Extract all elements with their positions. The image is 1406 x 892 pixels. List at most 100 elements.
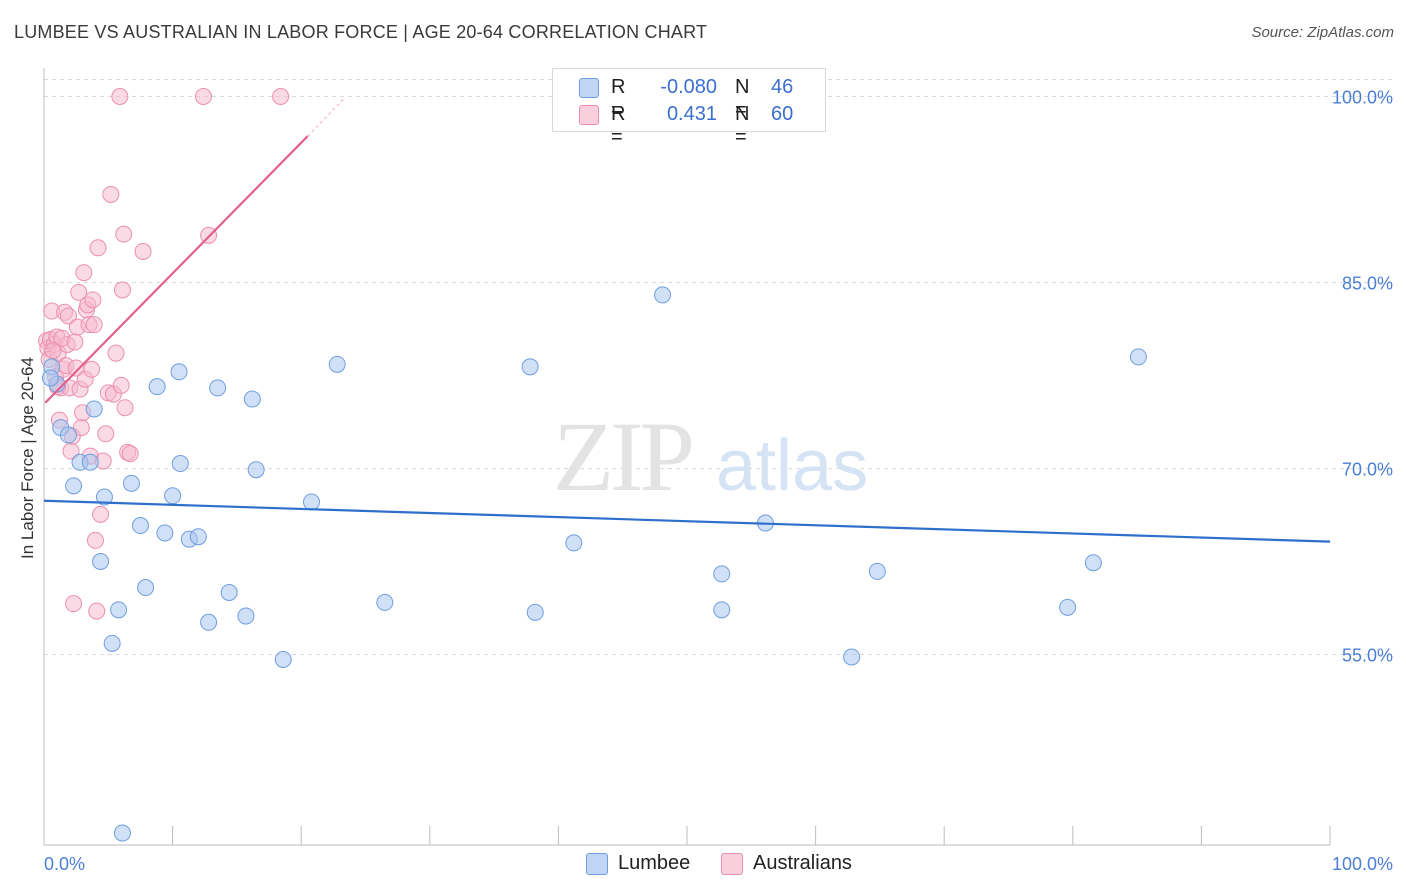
lumbee-point — [220, 584, 238, 601]
australians-point — [75, 264, 93, 282]
lumbee-point — [1084, 554, 1102, 572]
australians-point — [85, 316, 103, 334]
lumbee-n-label: N = — [735, 76, 750, 121]
lumbee-point — [237, 607, 255, 625]
lumbee-r-label: R = — [611, 76, 626, 121]
lumbee-point — [103, 634, 121, 652]
australians-r-label: R = — [611, 103, 626, 148]
lumbee-legend-swatch — [586, 853, 608, 875]
lumbee-point — [243, 390, 261, 408]
australians-trend-line — [44, 135, 309, 404]
australians-n-value: 60 — [771, 103, 794, 125]
lumbee-point — [526, 603, 544, 621]
lumbee-legend-label: Lumbee — [618, 852, 691, 874]
lumbee-point — [521, 358, 539, 376]
australians-point — [116, 399, 134, 417]
chart-title: LUMBEE VS AUSTRALIAN IN LABOR FORCE | AG… — [14, 22, 708, 42]
lumbee-point — [92, 553, 110, 570]
lumbee-n-value: 46 — [771, 76, 794, 98]
australians-point — [112, 376, 130, 394]
lumbee-point — [328, 355, 346, 373]
y-tick-label: 85.0% — [1342, 274, 1393, 294]
australians-legend-label: Australians — [753, 852, 852, 874]
y-tick-labels: 55.0% 70.0% 85.0% 100.0% — [1332, 88, 1393, 666]
australians-point — [89, 239, 107, 257]
lumbee-point — [1059, 598, 1077, 616]
australians-point — [83, 360, 101, 378]
lumbee-point — [654, 286, 672, 304]
australians-point — [194, 88, 212, 105]
watermark-atlas: atlas — [716, 426, 868, 506]
australians-point — [59, 307, 77, 325]
lumbee-point — [148, 378, 166, 396]
australians-point — [113, 281, 131, 299]
australians-point — [70, 283, 88, 301]
lumbee-point — [713, 565, 731, 583]
lumbee-swatch — [579, 78, 599, 98]
lumbee-point — [113, 824, 131, 842]
australians-point — [121, 445, 139, 463]
y-tick-label: 70.0% — [1342, 460, 1393, 480]
y-tick-label: 100.0% — [1332, 88, 1393, 108]
lumbee-r-value: -0.080 — [660, 76, 717, 98]
lumbee-point — [170, 363, 188, 381]
australians-point — [86, 531, 104, 549]
lumbee-point — [274, 650, 292, 668]
lumbee-point — [1129, 348, 1147, 366]
lumbee-point — [376, 593, 394, 611]
watermark-zip: ZIP — [553, 401, 691, 512]
australians-point — [88, 602, 106, 620]
australians-point — [97, 425, 115, 443]
australians-point — [134, 243, 152, 260]
australians-point — [115, 225, 133, 243]
lumbee-point — [65, 477, 83, 495]
lumbee-point — [565, 534, 583, 552]
australians-n-label: N = — [735, 103, 750, 148]
x-tick-label: 100.0% — [1332, 854, 1393, 874]
lumbee-point — [85, 400, 103, 418]
lumbee-point — [171, 455, 189, 473]
australians-point — [111, 88, 129, 105]
lumbee-point — [110, 601, 128, 619]
australians-point — [272, 88, 290, 105]
lumbee-point — [156, 524, 174, 542]
australians-trend-extension — [307, 98, 345, 137]
stats-legend: R = -0.080 N = 46 R = 0.431 N = 60 — [552, 68, 826, 148]
australians-point — [92, 505, 110, 523]
y-tick-label: 55.0% — [1342, 646, 1393, 666]
watermark: ZIP atlas — [553, 401, 868, 512]
lumbee-point — [137, 579, 155, 597]
lumbee-point — [164, 487, 182, 505]
australians-point — [65, 595, 83, 613]
australians-r-value: 0.431 — [666, 103, 717, 125]
australians-point — [102, 185, 120, 203]
lumbee-point — [247, 461, 265, 479]
lumbee-point — [209, 379, 227, 397]
australians-points — [38, 88, 290, 620]
axes — [43, 68, 1331, 846]
lumbee-point — [81, 453, 99, 471]
lumbee-point — [843, 648, 861, 666]
lumbee-point — [868, 562, 886, 580]
lumbee-point — [200, 613, 218, 631]
australians-legend-swatch — [721, 853, 743, 875]
lumbee-point — [189, 528, 207, 546]
australians-point — [66, 333, 84, 351]
lumbee-trend-line — [43, 499, 1331, 543]
australians-point — [44, 342, 62, 360]
lumbee-point — [302, 493, 320, 511]
lumbee-point — [95, 488, 113, 506]
trend-lines — [43, 98, 1331, 543]
lumbee-point — [713, 601, 731, 619]
source-label: Source: ZipAtlas.com — [1251, 24, 1394, 41]
lumbee-points — [41, 286, 1147, 842]
lumbee-point — [131, 517, 149, 535]
lumbee-point — [41, 369, 59, 387]
lumbee-point — [122, 474, 140, 492]
x-tick-label: 0.0% — [44, 854, 85, 874]
australians-point — [107, 344, 125, 362]
x-tick-labels: 0.0% 100.0% — [44, 854, 1393, 874]
australians-swatch — [579, 105, 599, 125]
lumbee-point — [59, 426, 77, 444]
